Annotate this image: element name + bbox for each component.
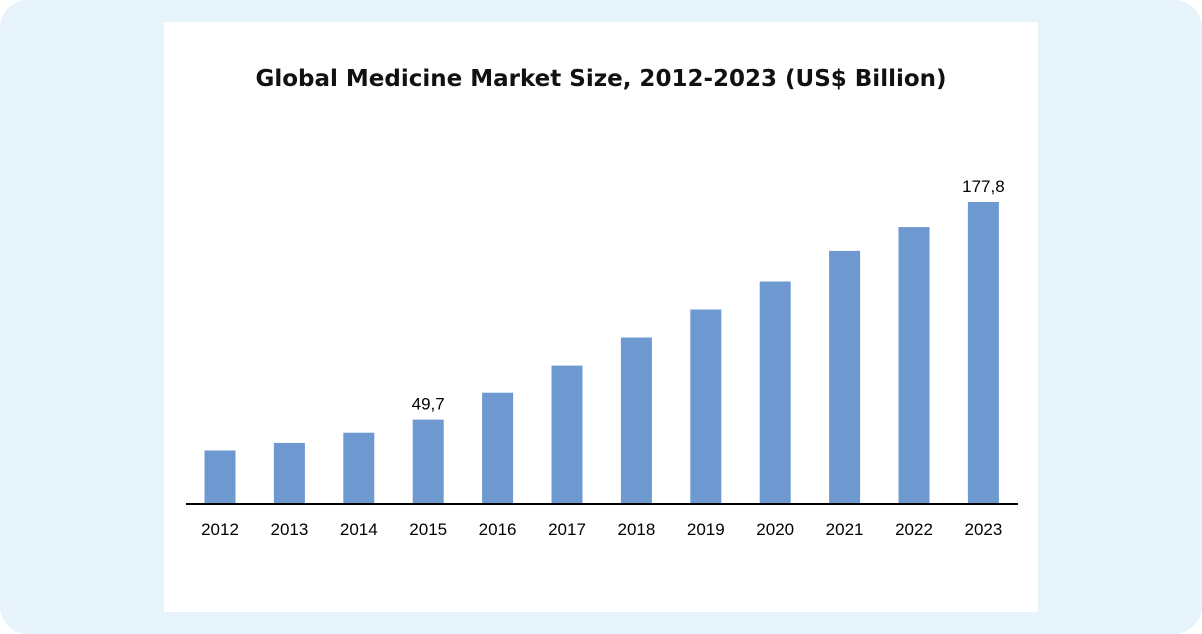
data-labels-group: 49,7 177,8 <box>412 177 1005 414</box>
x-tick-label-2023: 2023 <box>964 520 1002 539</box>
bar-2017 <box>551 365 583 504</box>
data-label-2023: 177,8 <box>962 177 1005 196</box>
data-label-2015: 49,7 <box>412 395 445 414</box>
x-tick-label-2021: 2021 <box>826 520 864 539</box>
bar-2015 <box>412 419 444 504</box>
x-tick-label-2017: 2017 <box>548 520 586 539</box>
x-tick-label-2018: 2018 <box>617 520 655 539</box>
bar-2016 <box>482 392 514 504</box>
x-tick-label-2012: 2012 <box>201 520 239 539</box>
bar-2021 <box>829 250 861 504</box>
bar-2013 <box>273 442 305 504</box>
x-tick-label-2014: 2014 <box>340 520 378 539</box>
x-tick-label-2022: 2022 <box>895 520 933 539</box>
bars-group <box>204 202 999 504</box>
chart-title: Global Medicine Market Size, 2012-2023 (… <box>255 66 947 92</box>
bar-2018 <box>620 337 652 504</box>
bar-2022 <box>898 227 930 504</box>
x-tick-label-2019: 2019 <box>687 520 725 539</box>
chart-card <box>164 22 1038 612</box>
bar-2020 <box>759 281 791 504</box>
bar-2023 <box>967 202 999 504</box>
bar-2012 <box>204 450 236 504</box>
x-tick-label-2013: 2013 <box>270 520 308 539</box>
x-tick-label-2015: 2015 <box>409 520 447 539</box>
x-tick-label-2020: 2020 <box>756 520 794 539</box>
x-tick-label-2016: 2016 <box>479 520 517 539</box>
tick-labels-group: 2012 2013 2014 2015 2016 2017 2018 2019 2020 2021… <box>201 520 1002 539</box>
bar-2019 <box>690 309 722 504</box>
bar-2014 <box>343 432 375 504</box>
